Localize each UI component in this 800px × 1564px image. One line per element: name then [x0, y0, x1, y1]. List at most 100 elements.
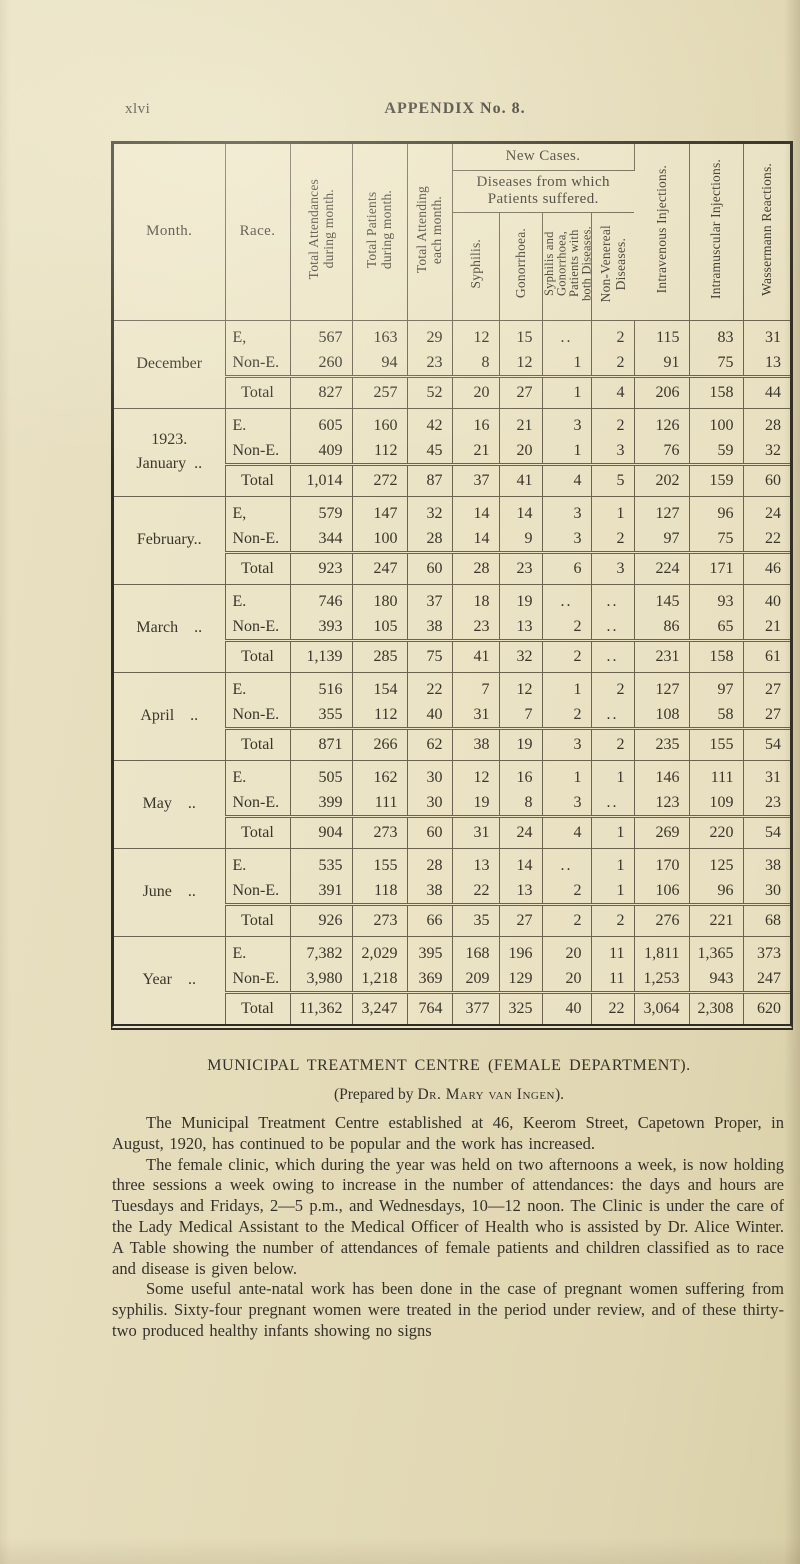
value-pair-cell: 127 108 [634, 672, 690, 728]
race-label: E. [232, 416, 247, 434]
value: 22 [473, 881, 490, 899]
value-pair-cell: 145 86 [634, 584, 690, 640]
total-value-cell: 273 [352, 902, 408, 937]
value: 1 [573, 680, 582, 698]
group-races-row: February.. E, Non-E. 579 344 147 100 32 28 14 14 14… [114, 496, 790, 585]
total-label-cell: Total [225, 990, 291, 1024]
value: 30 [426, 768, 443, 786]
group-total-row: Total 926 273 66 35 27 2 2 276 221 68 [114, 902, 791, 937]
value: 13 [516, 881, 533, 899]
value: 127 [655, 680, 680, 698]
total-value-cell: 60 [407, 550, 453, 585]
race-label: E. [232, 680, 247, 698]
value: 2 [616, 328, 625, 346]
total-value-cell: 269 [634, 814, 690, 849]
group-races-row: April .. E. Non-E. 516 355 154 112 22 40 7 31 12 7 1 2… [114, 672, 790, 761]
value: 20 [516, 441, 533, 459]
total-value-cell: 2 [542, 638, 592, 673]
total-value-cell: 206 [634, 374, 690, 409]
race-label: E. [232, 944, 247, 962]
value-pair-cell: 115 91 [634, 320, 690, 376]
value-pair-cell: 96 75 [689, 496, 744, 552]
value: 94 [381, 353, 398, 371]
value: 260 [318, 353, 343, 371]
total-value-cell: 926 [290, 902, 353, 937]
syphilis-and-gonorrhoea-label: Syphilis and Gonorrhoea, Patients with b… [541, 225, 594, 301]
paragraph: The female clinic, which during the year… [112, 1154, 784, 1278]
value: 11 [609, 944, 625, 962]
value: 31 [765, 328, 782, 346]
total-value-cell: 27 [499, 374, 543, 409]
value-pair-cell: 93 65 [689, 584, 744, 640]
value-pair-cell: 28 38 [407, 848, 453, 904]
value-pair-cell: 162 111 [352, 760, 408, 816]
group-races-row: March .. E. Non-E. 746 393 180 105 37 38 18 23 19 13… [114, 584, 790, 673]
value-pair-cell: 2.. [591, 672, 635, 728]
value: 1 [616, 881, 625, 899]
value: 12 [473, 768, 490, 786]
value-pair-cell: 27 27 [743, 672, 790, 728]
total-label-cell: Total [225, 814, 291, 849]
total-value-cell: 31 [452, 814, 500, 849]
value: 58 [717, 705, 734, 723]
value-pair-cell: 567 260 [290, 320, 353, 376]
group-races-row: June .. E. Non-E. 535 391 155 118 28 38 13 22 14 13.… [114, 848, 790, 937]
value-pair-cell: 16 21 [452, 408, 500, 464]
race-label: Non-E. [232, 881, 280, 899]
value: 393 [318, 617, 343, 635]
value-pair-cell: .. 2 [542, 848, 592, 904]
total-value-cell: 155 [689, 726, 744, 761]
value: 37 [426, 592, 443, 610]
value: 23 [473, 617, 490, 635]
value-pair-cell: 746 393 [290, 584, 353, 640]
value: 154 [373, 680, 398, 698]
total-value-cell: 3,064 [634, 990, 690, 1024]
total-value-cell: 285 [352, 638, 408, 673]
column-header-gonorrhoea: Gonorrhoea. [499, 212, 543, 321]
value-pair-cell: 163 94 [352, 320, 408, 376]
value-pair-cell: 535 391 [290, 848, 353, 904]
value: 605 [318, 416, 343, 434]
intramuscular-label: Intramuscular Injections. [708, 159, 724, 300]
value-pair-cell: 16 8 [499, 760, 543, 816]
total-value-cell: 32 [499, 638, 543, 673]
value-pair-cell: 154 112 [352, 672, 408, 728]
value: 3 [573, 504, 582, 522]
value: 2,029 [361, 944, 398, 962]
total-value-cell: 40 [542, 990, 592, 1024]
value-pair-cell: 28 32 [743, 408, 790, 464]
value: 3 [573, 793, 582, 811]
race-cell: E. Non-E. [225, 584, 291, 640]
total-value-cell: 221 [689, 902, 744, 937]
value: 126 [655, 416, 680, 434]
total-value-cell: 22 [591, 990, 635, 1024]
value: 409 [318, 441, 343, 459]
value: 2 [573, 881, 582, 899]
value-pair-cell: 125 96 [689, 848, 744, 904]
value: 3 [573, 416, 582, 434]
total-value-cell: 2 [542, 902, 592, 937]
total-value-cell: 24 [499, 814, 543, 849]
total-value-cell: 273 [352, 814, 408, 849]
group-total-row: Total 1,014 272 87 37 41 4 5 202 159 60 [114, 462, 791, 497]
month-cell: December [114, 320, 226, 409]
value: 129 [508, 969, 533, 987]
total-value-cell: 231 [634, 638, 690, 673]
value: .. [606, 705, 619, 723]
value-pair-cell: 168 209 [452, 936, 500, 992]
value-pair-cell: 19 13 [499, 584, 543, 640]
value: 1,365 [697, 944, 734, 962]
value-pair-cell: 170 106 [634, 848, 690, 904]
value-pair-cell: 505 399 [290, 760, 353, 816]
total-value-cell: 871 [290, 726, 353, 761]
value-pair-cell: .. 2 [542, 584, 592, 640]
value: 29 [426, 328, 443, 346]
value: 75 [717, 353, 734, 371]
value: 75 [717, 529, 734, 547]
intravenous-label: Intravenous Injections. [653, 165, 669, 294]
group-total-row: Total 1,139 285 75 41 32 2.. 231 158 61 [114, 638, 791, 673]
total-value-cell: 159 [689, 462, 744, 497]
table-body: December E, Non-E. 567 260 163 94 29 23 12 8 15 12..… [114, 320, 791, 1024]
value: 13 [473, 856, 490, 874]
